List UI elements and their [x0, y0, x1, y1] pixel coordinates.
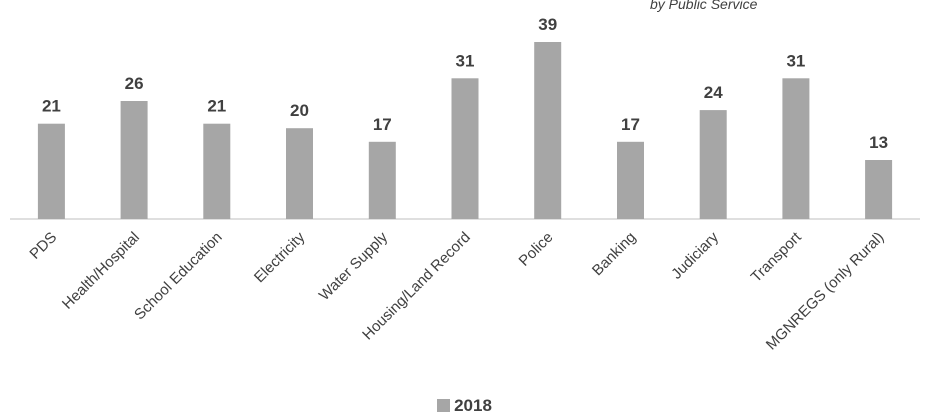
data-label: 24 — [704, 83, 723, 102]
bar — [534, 42, 562, 219]
data-label: 31 — [456, 51, 475, 70]
x-tick-label: Health/Hospital — [59, 229, 143, 313]
bar — [699, 110, 727, 219]
bar — [865, 160, 893, 219]
data-label: 31 — [786, 51, 805, 70]
x-tick-label: Police — [516, 229, 557, 270]
x-tick-label: Transport — [748, 228, 806, 286]
x-tick-label: PDS — [26, 229, 60, 263]
data-label: 26 — [125, 74, 144, 93]
x-tick-label: Banking — [589, 229, 639, 279]
bar — [286, 128, 313, 219]
x-tick-label: Electricity — [251, 228, 309, 286]
x-tick-label: School Education — [131, 229, 226, 324]
data-label: 17 — [621, 115, 640, 134]
bar-chart: 21 PDS 26 Health/Hospital 21 School Education… — [10, 15, 920, 353]
chart-legend: 2018 — [0, 396, 929, 416]
data-label: 20 — [290, 101, 309, 120]
bar — [37, 123, 65, 219]
bar — [368, 141, 396, 219]
data-label: 13 — [869, 133, 888, 152]
data-label: 21 — [42, 97, 61, 116]
bar — [451, 78, 479, 219]
x-tick-label: Judiciary — [668, 228, 722, 282]
x-tick-label: Water Supply — [316, 228, 392, 304]
data-label: 21 — [207, 97, 226, 116]
bar — [120, 101, 148, 219]
legend-swatch — [437, 399, 451, 412]
bar — [617, 141, 644, 219]
chart-subtitle: by Public Service — [650, 0, 758, 12]
data-label: 39 — [538, 15, 557, 34]
legend-label: 2018 — [454, 396, 492, 415]
data-label: 17 — [373, 115, 392, 134]
bar — [782, 78, 810, 219]
bar — [203, 123, 231, 219]
